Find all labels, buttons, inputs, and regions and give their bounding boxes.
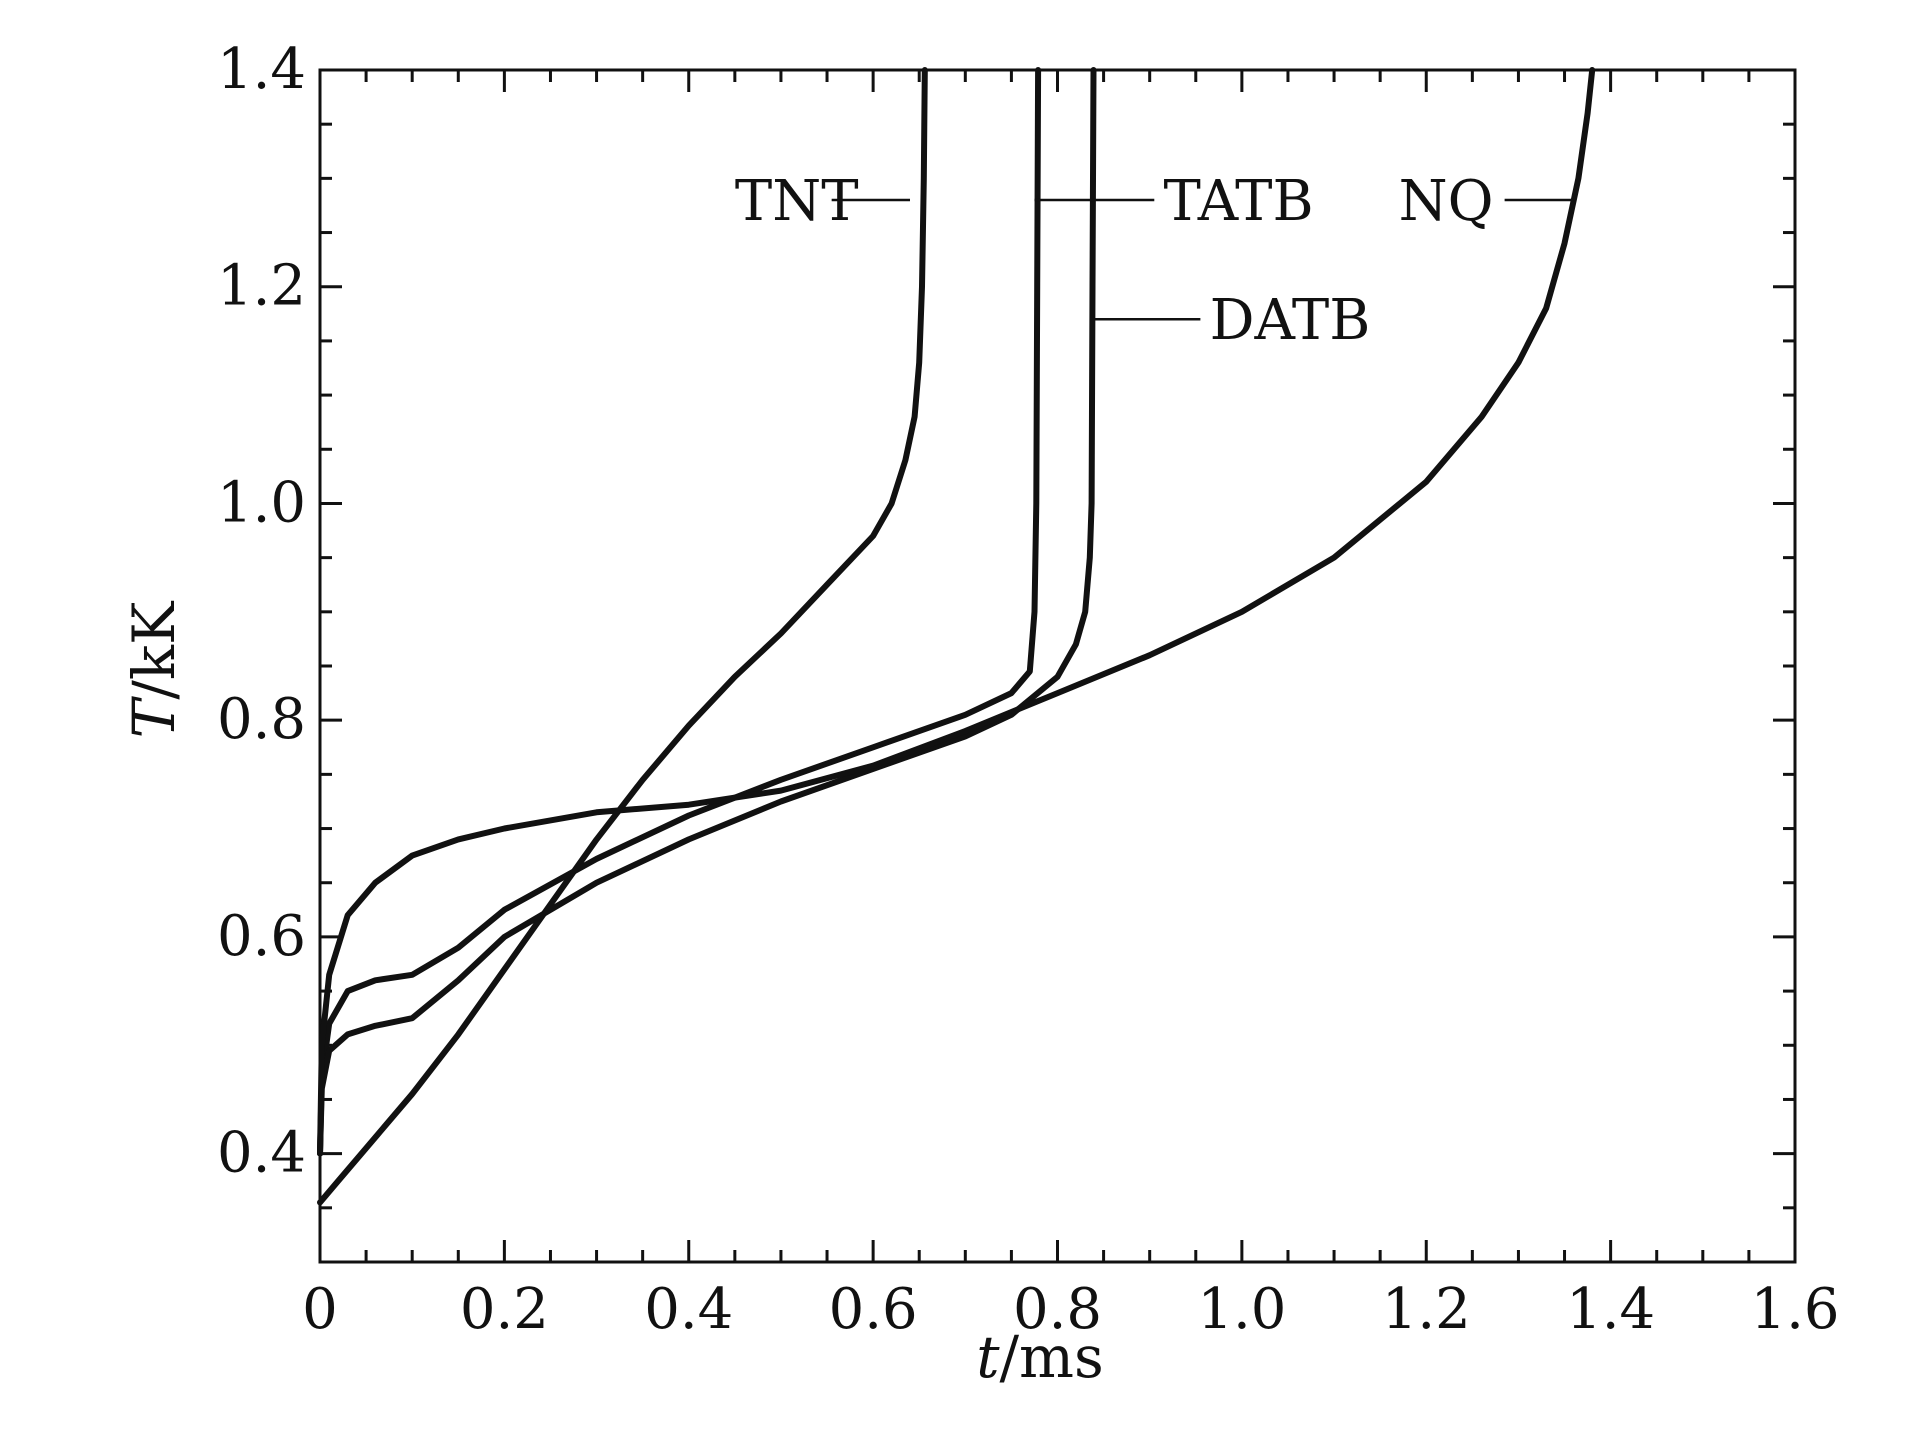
series-label-nq: NQ [1399, 169, 1494, 234]
x-axis-title: t/ms [976, 1323, 1104, 1391]
x-tick-label: 1.6 [1750, 1277, 1839, 1342]
x-tick-label: 1.2 [1382, 1277, 1471, 1342]
x-tick-label: 0.4 [644, 1277, 733, 1342]
y-tick-label: 1.4 [217, 37, 306, 102]
y-tick-label: 1.0 [217, 470, 306, 535]
x-tick-label: 1.0 [1197, 1277, 1286, 1342]
plot-area [318, 68, 1797, 1264]
y-tick-label: 0.4 [217, 1121, 306, 1186]
x-axis-ticks: 0 0.2 0.4 0.6 0.8 1.0 1.2 1.4 1.6 [302, 70, 1840, 1342]
series-label-tnt: TNT [735, 169, 859, 234]
y-tick-label: 1.2 [217, 254, 306, 319]
x-tick-label: 1.4 [1566, 1277, 1655, 1342]
y-tick-label: 0.6 [217, 904, 306, 969]
series-line-tnt [317, 67, 928, 1206]
x-tick-label: 0 [302, 1277, 338, 1342]
x-tick-label: 0.8 [1013, 1277, 1102, 1342]
series-label-datb: DATB [1210, 288, 1371, 353]
series-line-datb [317, 67, 1097, 1157]
curve-labels: TNT TATB DATB NQ [735, 169, 1574, 353]
y-axis-title: T/kK [120, 600, 188, 738]
series-layer [317, 67, 1596, 1206]
series-label-tatb: TATB [1164, 169, 1314, 234]
series-line-tatb [317, 67, 1042, 1157]
x-tick-label: 0.2 [460, 1277, 549, 1342]
x-tick-label: 0.6 [829, 1277, 918, 1342]
y-tick-label: 0.8 [217, 687, 306, 752]
series-line-nq [317, 67, 1596, 1157]
plot-frame [318, 68, 1797, 1264]
y-axis-ticks: 0.4 0.6 0.8 1.0 1.2 1.4 [217, 37, 1795, 1264]
